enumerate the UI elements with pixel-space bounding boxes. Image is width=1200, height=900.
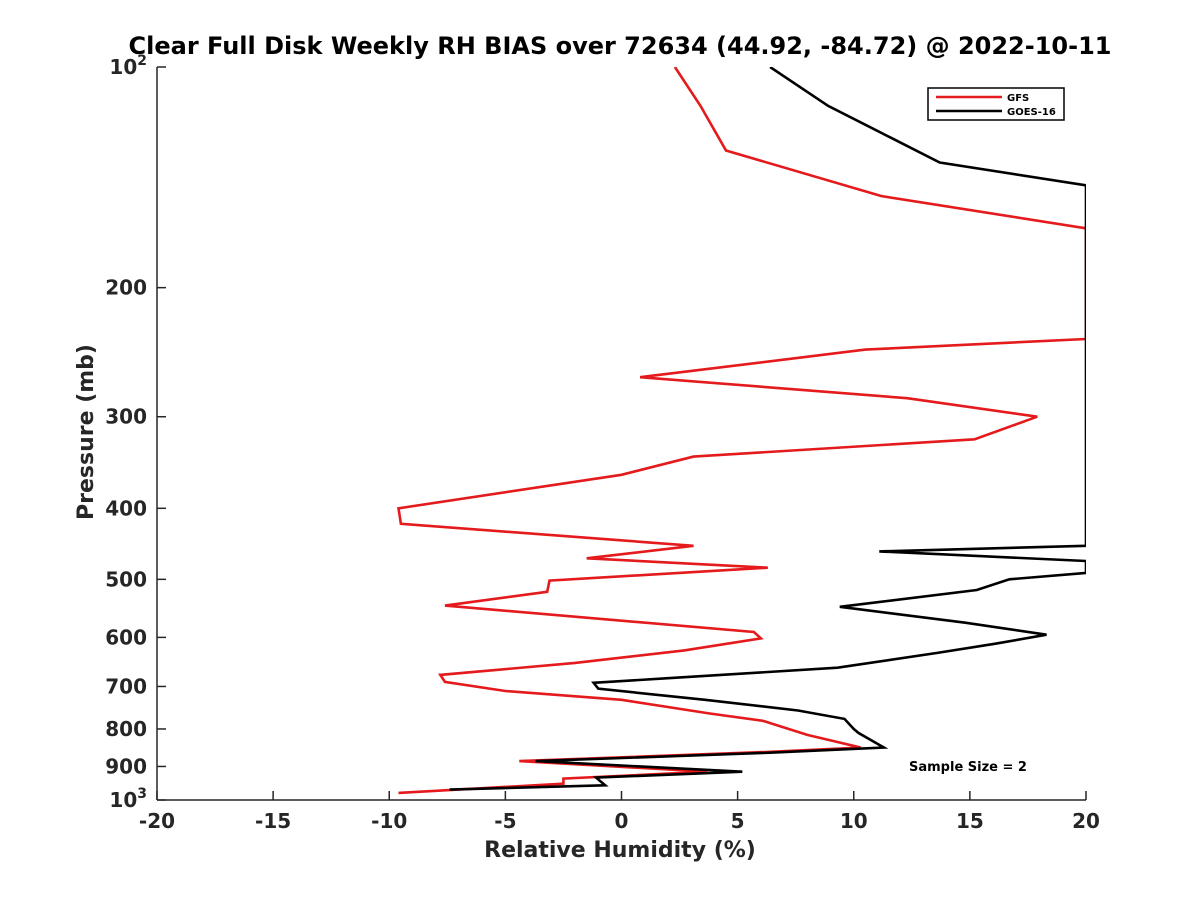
plot-background bbox=[157, 67, 1086, 800]
y-tick-label: 102 bbox=[109, 53, 147, 79]
y-tick-label: 400 bbox=[105, 496, 147, 520]
y-tick-label: 200 bbox=[105, 276, 147, 300]
series-line-goes16 bbox=[449, 67, 1086, 791]
y-axis-label: Pressure (mb) bbox=[74, 344, 99, 520]
series-line-gfs bbox=[397, 67, 1086, 795]
x-tick-label: -5 bbox=[494, 809, 516, 833]
x-tick-label: 20 bbox=[1072, 809, 1100, 833]
legend: GFS GOES-16 bbox=[927, 87, 1065, 121]
chart-title: Clear Full Disk Weekly RH BIAS over 7263… bbox=[129, 32, 1112, 60]
y-tick-label: 103 bbox=[109, 786, 147, 812]
plot-area bbox=[157, 67, 1086, 800]
x-tick-label: -10 bbox=[371, 809, 407, 833]
sample-size-annotation: Sample Size = 2 bbox=[909, 760, 1027, 775]
y-tick-label: 800 bbox=[105, 717, 147, 741]
series-layer bbox=[397, 67, 1086, 795]
legend-box bbox=[927, 87, 1065, 121]
legend-label-goes16: GOES-16 bbox=[1007, 107, 1056, 118]
x-tick-label: 10 bbox=[840, 809, 868, 833]
y-tick-label: 700 bbox=[105, 674, 147, 698]
y-tick-label: 300 bbox=[105, 405, 147, 429]
axes-layer: -20 -15 -10 -5 0 5 10 15 20 102 200 300 400 500 600 700… bbox=[105, 53, 1100, 833]
x-tick-label: -15 bbox=[255, 809, 291, 833]
x-tick-label: -20 bbox=[139, 809, 175, 833]
x-tick-label: 15 bbox=[956, 809, 984, 833]
y-tick-label: 500 bbox=[105, 567, 147, 591]
y-tick-label: 900 bbox=[105, 754, 147, 778]
x-tick-label: 0 bbox=[615, 809, 629, 833]
y-tick-label: 600 bbox=[105, 625, 147, 649]
legend-label-gfs: GFS bbox=[1007, 93, 1029, 104]
x-tick-label: 5 bbox=[731, 809, 745, 833]
x-axis-label: Relative Humidity (%) bbox=[484, 838, 756, 863]
